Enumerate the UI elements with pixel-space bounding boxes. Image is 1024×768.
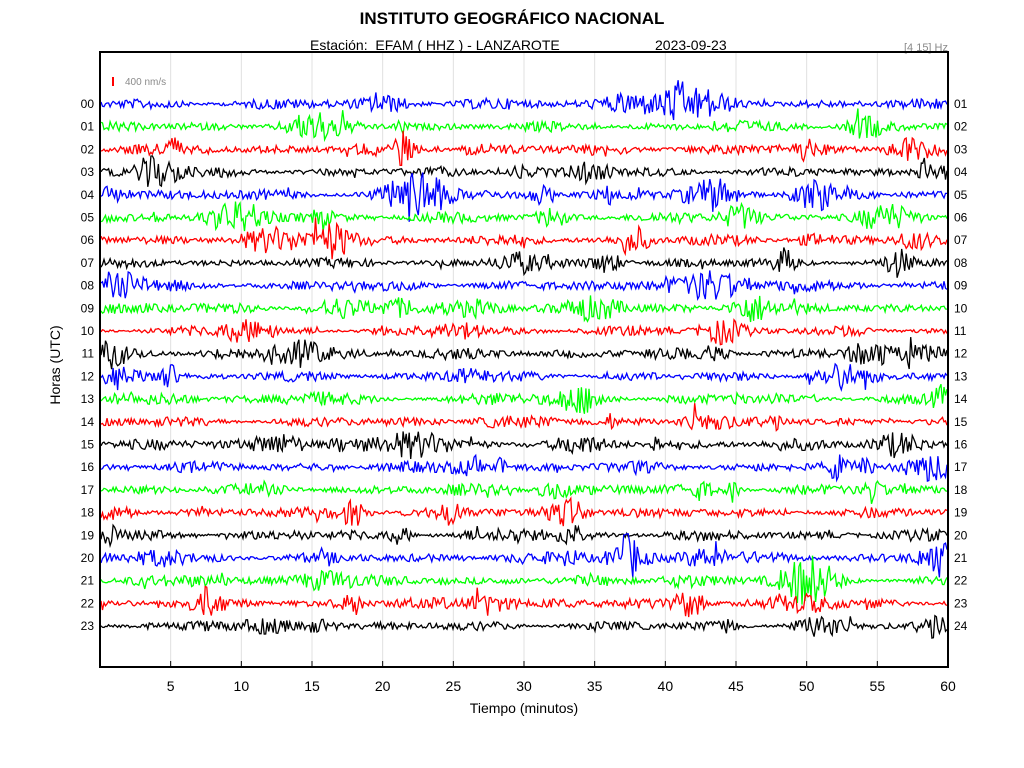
x-tick-label-50: 50 xyxy=(799,678,815,694)
row-label-left-08: 08 xyxy=(81,279,95,293)
row-label-right-17: 17 xyxy=(954,460,968,474)
trace-row-18 xyxy=(100,496,948,527)
row-label-right-03: 03 xyxy=(954,142,968,156)
row-label-right-21: 21 xyxy=(954,551,968,565)
y-axis-label: Horas (UTC) xyxy=(47,325,63,405)
trace-row-01 xyxy=(100,108,948,143)
row-label-right-02: 02 xyxy=(954,120,968,134)
row-label-left-00: 00 xyxy=(81,97,95,111)
row-label-right-01: 01 xyxy=(954,97,968,111)
x-tick-label-20: 20 xyxy=(375,678,391,694)
row-label-left-13: 13 xyxy=(81,392,95,406)
row-label-right-12: 12 xyxy=(954,347,968,361)
row-label-right-24: 24 xyxy=(954,619,968,633)
x-tick-label-45: 45 xyxy=(728,678,744,694)
trace-row-03 xyxy=(100,155,948,188)
row-label-right-22: 22 xyxy=(954,574,968,588)
row-label-right-11: 11 xyxy=(954,324,967,338)
row-label-left-16: 16 xyxy=(81,460,95,474)
row-label-right-16: 16 xyxy=(954,438,968,452)
row-label-right-20: 20 xyxy=(954,528,968,542)
row-label-left-01: 01 xyxy=(81,120,95,134)
x-tick-label-60: 60 xyxy=(940,678,956,694)
trace-row-15 xyxy=(100,431,948,460)
row-label-left-15: 15 xyxy=(81,438,95,452)
row-label-left-11: 11 xyxy=(82,347,95,361)
trace-row-02 xyxy=(100,130,948,167)
row-label-right-10: 10 xyxy=(954,301,968,315)
trace-row-04 xyxy=(100,172,947,222)
row-label-left-18: 18 xyxy=(81,506,95,520)
row-label-left-05: 05 xyxy=(81,211,95,225)
row-label-right-09: 09 xyxy=(954,279,968,293)
row-label-left-07: 07 xyxy=(81,256,95,270)
trace-row-06 xyxy=(100,217,948,260)
x-tick-label-40: 40 xyxy=(658,678,674,694)
trace-row-23 xyxy=(100,614,948,639)
row-label-left-22: 22 xyxy=(81,596,95,610)
trace-row-09 xyxy=(100,295,948,323)
x-tick-label-15: 15 xyxy=(304,678,320,694)
row-label-left-12: 12 xyxy=(81,369,95,383)
row-label-right-07: 07 xyxy=(954,233,968,247)
row-label-right-04: 04 xyxy=(954,165,968,179)
row-label-left-14: 14 xyxy=(81,415,95,429)
trace-row-16 xyxy=(100,453,948,483)
row-label-left-09: 09 xyxy=(81,301,95,315)
row-label-right-06: 06 xyxy=(954,211,968,225)
trace-row-05 xyxy=(100,201,948,232)
x-tick-label-35: 35 xyxy=(587,678,603,694)
row-label-left-17: 17 xyxy=(81,483,95,497)
x-tick-label-55: 55 xyxy=(870,678,886,694)
chart-title: INSTITUTO GEOGRÁFICO NACIONAL xyxy=(359,9,665,28)
row-label-left-19: 19 xyxy=(81,528,95,542)
row-label-right-19: 19 xyxy=(954,506,968,520)
x-tick-label-5: 5 xyxy=(167,678,175,694)
row-label-left-02: 02 xyxy=(81,142,95,156)
row-label-left-23: 23 xyxy=(81,619,95,633)
scale-label: 400 nm/s xyxy=(125,77,166,88)
station-label: Estación: EFAM ( HHZ ) - LANZAROTE xyxy=(310,37,560,53)
row-label-right-18: 18 xyxy=(954,483,968,497)
trace-row-21 xyxy=(100,555,948,605)
trace-row-13 xyxy=(100,383,948,414)
trace-row-10 xyxy=(100,318,948,346)
trace-row-17 xyxy=(100,479,948,504)
row-label-left-20: 20 xyxy=(81,551,95,565)
row-label-left-10: 10 xyxy=(81,324,95,338)
trace-row-11 xyxy=(100,337,948,370)
trace-row-19 xyxy=(100,523,948,549)
trace-row-08 xyxy=(100,270,948,302)
row-label-right-05: 05 xyxy=(954,188,968,202)
x-tick-label-30: 30 xyxy=(516,678,532,694)
row-label-left-03: 03 xyxy=(81,165,95,179)
row-label-left-21: 21 xyxy=(81,574,95,588)
date-label: 2023-09-23 xyxy=(655,37,727,53)
trace-row-22 xyxy=(100,585,948,618)
row-label-right-23: 23 xyxy=(954,596,968,610)
trace-row-14 xyxy=(100,403,948,432)
row-label-right-13: 13 xyxy=(954,369,968,383)
row-label-right-14: 14 xyxy=(954,392,968,406)
x-tick-label-10: 10 xyxy=(234,678,250,694)
trace-row-00 xyxy=(100,80,948,121)
row-label-right-15: 15 xyxy=(954,415,968,429)
row-label-right-08: 08 xyxy=(954,256,968,270)
x-axis-label: Tiempo (minutos) xyxy=(469,700,579,716)
row-label-left-06: 06 xyxy=(81,233,95,247)
trace-row-12 xyxy=(100,362,948,393)
trace-row-20 xyxy=(100,533,948,578)
x-tick-label-25: 25 xyxy=(446,678,462,694)
trace-row-07 xyxy=(100,247,948,278)
row-label-left-04: 04 xyxy=(81,188,95,202)
